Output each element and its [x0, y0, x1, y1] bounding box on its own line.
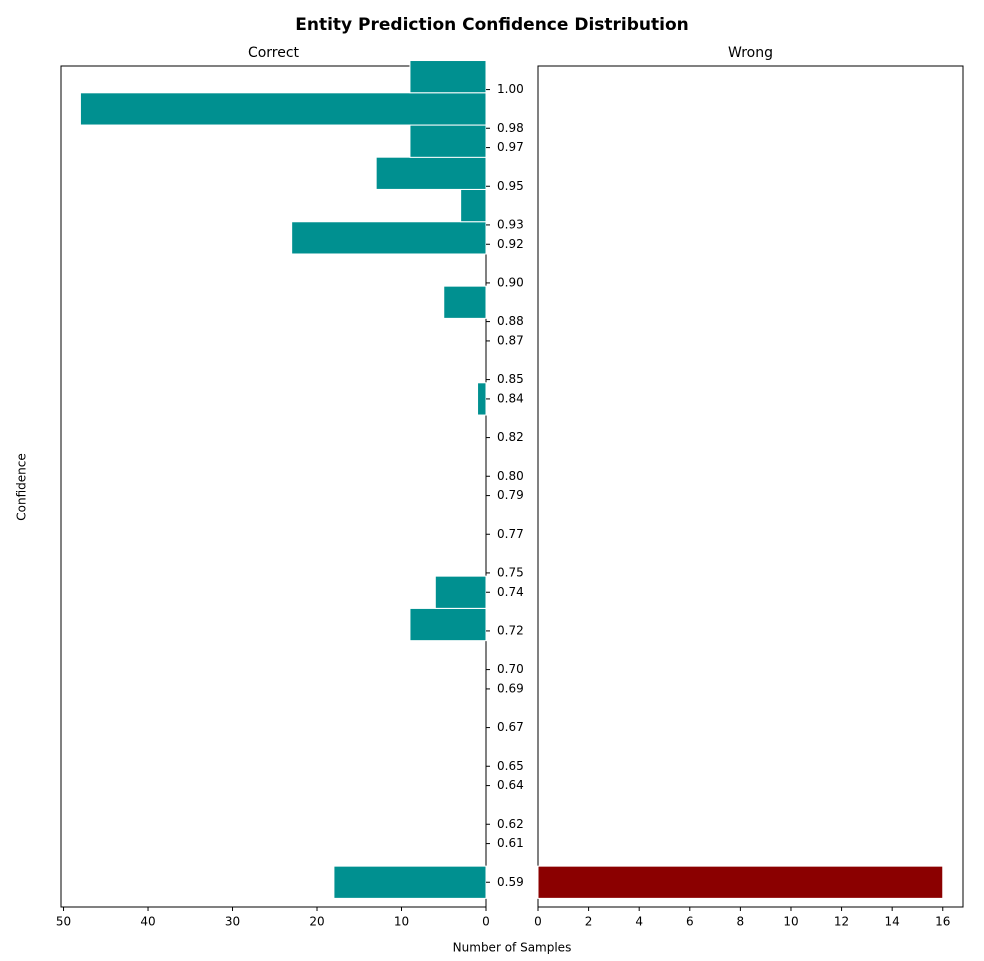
y-tick-label-0: 0.59 — [497, 875, 524, 889]
y-tick-label-8: 0.72 — [497, 623, 524, 637]
y-tick-label-17: 0.87 — [497, 333, 524, 347]
correct-x-tick-label-3: 30 — [225, 915, 240, 929]
correct-bar-1 — [409, 607, 487, 642]
correct-subplot-title: Correct — [248, 45, 300, 61]
wrong-plot-area — [537, 65, 964, 908]
y-tick-label-16: 0.85 — [497, 372, 524, 386]
y-tick-label-4: 0.65 — [497, 759, 524, 773]
correct-x-tick-label-5: 50 — [56, 915, 71, 929]
correct-bar-9 — [79, 92, 487, 126]
wrong-subplot-title: Wrong — [728, 45, 773, 61]
y-tick-label-20: 0.92 — [497, 237, 524, 251]
wrong-x-tick-label-4: 8 — [737, 915, 745, 929]
y-tick-label-14: 0.82 — [497, 430, 524, 444]
wrong-panel — [537, 65, 964, 911]
correct-plot-area — [60, 65, 487, 908]
correct-panel — [60, 60, 487, 911]
wrong-x-tick-label-3: 6 — [686, 915, 694, 929]
y-tick-label-10: 0.75 — [497, 565, 524, 579]
correct-x-tick-label-4: 40 — [140, 915, 155, 929]
y-tick-label-19: 0.90 — [497, 275, 524, 289]
correct-x-tick-label-1: 10 — [394, 915, 409, 929]
wrong-x-tick-label-0: 0 — [534, 915, 542, 929]
y-tick-label-6: 0.69 — [497, 681, 524, 695]
correct-x-tick-label-0: 0 — [482, 915, 490, 929]
wrong-bar-0 — [537, 865, 944, 899]
y-tick-label-1: 0.61 — [497, 836, 524, 850]
wrong-x-tick-label-5: 10 — [783, 915, 798, 929]
y-tick-label-24: 0.98 — [497, 121, 524, 135]
y-tick-label-22: 0.95 — [497, 179, 524, 193]
wrong-x-tick-label-8: 16 — [935, 915, 950, 929]
correct-x-tick-label-2: 20 — [309, 915, 324, 929]
wrong-x-tick-label-6: 12 — [834, 915, 849, 929]
y-tick-label-9: 0.74 — [497, 585, 524, 599]
correct-bar-2 — [434, 575, 487, 609]
correct-bar-8 — [409, 124, 487, 158]
correct-bar-6 — [460, 188, 487, 223]
correct-bar-5 — [291, 221, 487, 255]
correct-bar-3 — [477, 382, 487, 416]
wrong-x-tick-label-1: 2 — [585, 915, 593, 929]
y-tick-label-13: 0.80 — [497, 469, 524, 483]
x-axis-label: Number of Samples — [453, 941, 572, 955]
correct-bar-7 — [375, 156, 487, 190]
y-axis-label: Confidence — [15, 453, 29, 520]
correct-bar-4 — [443, 285, 487, 319]
wrong-x-tick-label-7: 14 — [885, 915, 900, 929]
figure-title: Entity Prediction Confidence Distributio… — [295, 15, 688, 35]
y-tick-label-18: 0.88 — [497, 314, 524, 328]
y-tick-label-2: 0.62 — [497, 817, 524, 831]
y-tick-label-15: 0.84 — [497, 391, 524, 405]
y-tick-label-12: 0.79 — [497, 488, 524, 502]
y-tick-label-21: 0.93 — [497, 217, 524, 231]
y-tick-label-5: 0.67 — [497, 720, 524, 734]
y-tick-label-3: 0.64 — [497, 778, 524, 792]
y-tick-label-23: 0.97 — [497, 140, 524, 154]
y-tick-label-7: 0.70 — [497, 662, 524, 676]
y-tick-label-11: 0.77 — [497, 527, 524, 541]
y-tick-label-25: 1.00 — [497, 82, 524, 96]
correct-bar-10 — [409, 60, 487, 94]
correct-bar-0 — [333, 865, 487, 899]
wrong-x-tick-label-2: 4 — [635, 915, 643, 929]
